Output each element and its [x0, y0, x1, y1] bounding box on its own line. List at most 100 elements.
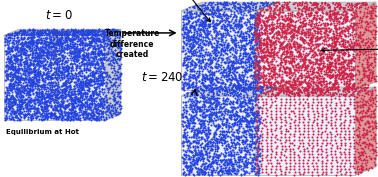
Point: [54, 50, 60, 53]
Point: [330, 35, 336, 38]
Point: [230, 140, 236, 143]
Point: [85, 36, 91, 39]
Point: [344, 16, 350, 19]
Point: [338, 66, 344, 69]
Point: [262, 78, 268, 80]
Point: [25, 116, 31, 119]
Point: [362, 133, 368, 136]
Point: [205, 88, 211, 91]
Point: [98, 60, 104, 63]
Point: [23, 41, 29, 44]
Point: [264, 9, 270, 12]
Point: [338, 161, 344, 164]
Point: [206, 26, 212, 28]
Point: [305, 112, 311, 115]
Point: [277, 109, 283, 112]
Point: [359, 111, 365, 114]
Point: [348, 57, 354, 60]
Point: [48, 31, 54, 33]
Point: [372, 133, 378, 136]
Point: [228, 78, 234, 81]
Point: [70, 59, 76, 62]
Point: [71, 92, 77, 95]
Point: [314, 81, 321, 84]
Point: [50, 107, 56, 110]
Point: [20, 42, 26, 45]
Point: [71, 38, 77, 41]
Point: [109, 104, 115, 106]
Point: [233, 60, 239, 63]
Point: [217, 116, 223, 119]
Point: [191, 35, 197, 38]
Point: [197, 139, 203, 142]
Point: [20, 47, 26, 50]
Point: [300, 20, 306, 22]
Point: [65, 111, 71, 114]
Point: [110, 52, 116, 55]
Point: [19, 58, 25, 61]
Point: [309, 136, 315, 138]
Point: [56, 76, 62, 78]
Point: [269, 24, 275, 26]
Point: [195, 69, 201, 72]
Point: [111, 39, 117, 42]
Point: [331, 40, 337, 43]
Point: [333, 113, 339, 116]
Point: [308, 91, 314, 94]
Point: [291, 60, 297, 63]
Point: [328, 152, 335, 155]
Point: [242, 107, 248, 110]
Point: [242, 45, 248, 47]
Point: [267, 10, 273, 13]
Point: [223, 16, 229, 19]
Point: [229, 86, 235, 89]
Point: [249, 107, 255, 110]
Point: [218, 50, 224, 53]
Point: [79, 59, 85, 62]
Point: [282, 14, 288, 17]
Point: [283, 18, 289, 21]
Point: [231, 139, 237, 142]
Point: [226, 23, 232, 26]
Point: [367, 30, 373, 33]
Point: [239, 80, 245, 83]
Point: [200, 116, 206, 118]
Point: [235, 81, 241, 84]
Point: [200, 38, 206, 41]
Point: [5, 66, 11, 69]
Point: [308, 24, 314, 27]
Point: [28, 98, 34, 100]
Point: [27, 105, 33, 108]
Point: [11, 96, 17, 99]
Point: [350, 4, 356, 7]
Point: [263, 43, 270, 46]
Point: [28, 78, 34, 80]
Point: [29, 82, 35, 84]
Point: [356, 50, 363, 53]
Point: [366, 104, 372, 107]
Point: [324, 34, 330, 37]
Point: [22, 73, 28, 76]
Point: [272, 45, 278, 48]
Point: [85, 78, 91, 81]
Point: [15, 76, 21, 79]
Point: [61, 71, 67, 74]
Point: [218, 137, 224, 140]
Point: [85, 67, 91, 70]
Point: [297, 89, 303, 92]
Point: [42, 84, 48, 86]
Point: [194, 70, 200, 73]
Point: [91, 32, 98, 34]
Point: [285, 90, 291, 93]
Point: [86, 44, 92, 47]
Point: [202, 19, 208, 21]
Point: [200, 154, 206, 156]
Point: [204, 166, 210, 169]
Point: [48, 88, 54, 91]
Point: [194, 78, 200, 80]
Point: [113, 54, 119, 57]
Point: [298, 2, 304, 5]
Point: [8, 47, 14, 50]
Point: [43, 72, 49, 75]
Point: [42, 36, 48, 39]
